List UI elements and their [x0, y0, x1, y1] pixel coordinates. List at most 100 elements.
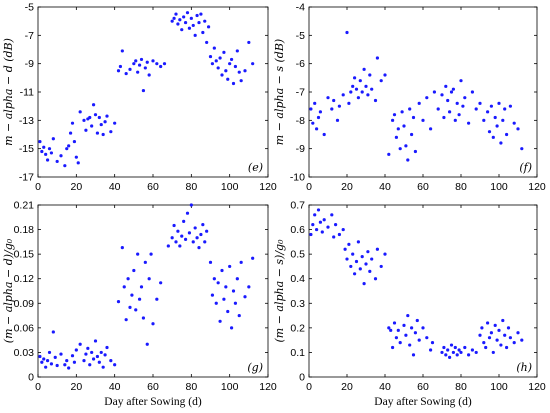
data-point [174, 12, 178, 16]
data-point [212, 46, 216, 50]
data-point [341, 93, 345, 97]
data-point [429, 348, 433, 352]
data-point [132, 268, 136, 273]
data-point [415, 318, 419, 323]
data-point [484, 345, 488, 350]
data-point [459, 79, 463, 83]
data-point [99, 350, 103, 355]
data-point [347, 242, 351, 246]
data-point [354, 259, 359, 264]
data-point [398, 147, 402, 151]
data-point [149, 252, 153, 256]
data-point [463, 345, 467, 350]
data-point [103, 353, 107, 357]
panel-tag: (e) [248, 161, 263, 174]
data-point [335, 118, 340, 122]
data-point [178, 18, 182, 22]
data-point [84, 352, 88, 356]
data-point [387, 326, 391, 330]
data-point [337, 232, 341, 237]
data-point [353, 76, 357, 80]
data-point [235, 277, 239, 281]
y-tick-label: 0 [299, 372, 305, 384]
data-point [444, 84, 448, 88]
data-point [226, 77, 230, 81]
data-point [491, 135, 495, 139]
data-point [180, 28, 184, 32]
y-tick-label: 0.03 [14, 347, 35, 359]
data-point [141, 88, 146, 93]
data-point [316, 115, 321, 120]
data-point [72, 360, 77, 364]
data-point [461, 104, 465, 108]
data-point [151, 59, 155, 63]
panel-tag: (f) [519, 161, 532, 174]
data-point [216, 281, 220, 285]
data-point [451, 87, 455, 91]
data-point [187, 26, 192, 30]
data-point [55, 363, 59, 368]
x-tick-label: 80 [185, 181, 197, 193]
data-point [78, 342, 82, 346]
data-point [379, 264, 383, 269]
data-point [122, 285, 126, 289]
plot-frame [37, 6, 269, 178]
data-point [449, 343, 454, 347]
data-point [315, 227, 319, 232]
data-point [417, 338, 421, 342]
data-point [505, 345, 509, 350]
x-tick-label: 120 [259, 181, 277, 193]
data-point [176, 229, 180, 233]
data-point [128, 67, 132, 71]
data-point [402, 323, 406, 327]
data-point [116, 69, 121, 73]
data-point [45, 158, 50, 162]
data-point [247, 40, 251, 45]
data-point [210, 293, 215, 297]
y-tick-label: 0.4 [290, 273, 305, 285]
data-point [214, 301, 218, 305]
x-tick-label: 100 [490, 381, 508, 393]
data-point [182, 219, 186, 223]
data-point [358, 79, 362, 83]
data-point [313, 101, 317, 105]
y-axis-label: m − alpha − d (dB) [2, 38, 15, 146]
data-point [116, 300, 121, 304]
data-point [109, 359, 113, 363]
data-point [516, 127, 520, 131]
x-tick-label: 80 [455, 181, 467, 193]
data-point [375, 56, 379, 60]
data-point [413, 331, 417, 335]
data-point [478, 333, 482, 337]
y-tick-label: -7 [296, 87, 305, 99]
x-tick-label: 80 [455, 381, 467, 393]
data-point [176, 22, 180, 26]
data-point [425, 96, 429, 100]
data-point [159, 281, 163, 285]
y-tick-label: 0.5 [290, 249, 305, 261]
data-point [493, 323, 497, 327]
y-tick-label: -9 [25, 58, 34, 70]
data-point [379, 79, 383, 83]
x-tick-label: 0 [35, 181, 41, 193]
data-point [392, 321, 397, 325]
data-point [410, 326, 414, 330]
x-tick-label: 60 [147, 181, 159, 193]
data-point [228, 264, 232, 269]
scatter-panel-2: 0 20 40 60 80 100 120 -10 -9 -8 -7 -6 -5 -4 (f) m − alp… [273, 2, 546, 194]
data-point [145, 342, 149, 346]
data-point [520, 338, 524, 342]
data-point [360, 90, 364, 94]
y-tick-label: 0.3 [290, 298, 305, 310]
data-point [95, 354, 100, 359]
data-point [210, 62, 215, 66]
data-point [155, 62, 159, 66]
data-point [201, 30, 205, 35]
y-axis-label: (m − alpha − d)/g₀ [2, 238, 15, 343]
data-point [191, 240, 195, 244]
data-point [368, 73, 372, 77]
data-point [38, 354, 42, 359]
data-point [76, 161, 80, 165]
data-point [170, 236, 174, 240]
data-point [55, 159, 59, 164]
